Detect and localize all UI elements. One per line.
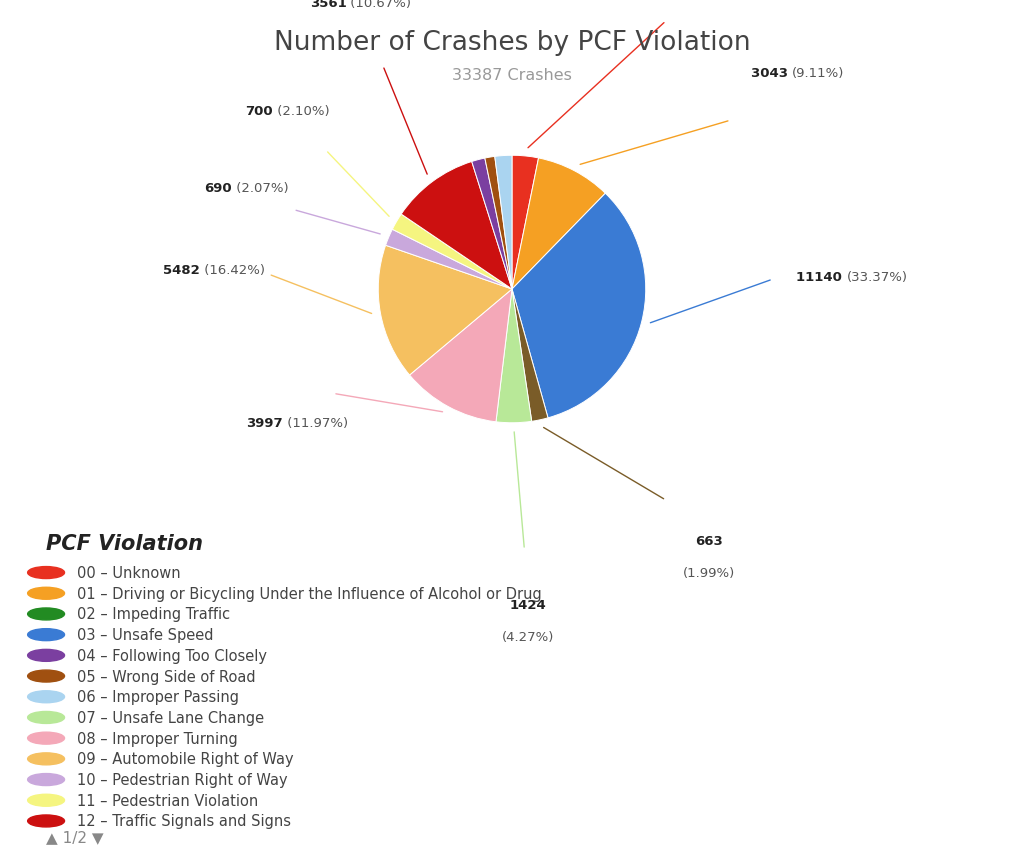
Text: (16.42%): (16.42%) <box>200 264 265 277</box>
Circle shape <box>28 753 65 765</box>
Text: (2.10%): (2.10%) <box>273 105 330 118</box>
Circle shape <box>28 649 65 661</box>
Circle shape <box>28 567 65 579</box>
Wedge shape <box>512 194 646 418</box>
Wedge shape <box>512 156 539 290</box>
Text: 09 – Automobile Right of Way: 09 – Automobile Right of Way <box>77 751 294 767</box>
Circle shape <box>28 711 65 723</box>
Text: 5482: 5482 <box>163 264 200 277</box>
Text: 06 – Improper Passing: 06 – Improper Passing <box>77 689 239 705</box>
Circle shape <box>28 671 65 682</box>
Wedge shape <box>495 156 512 290</box>
Wedge shape <box>378 246 512 376</box>
Text: 02 – Impeding Traffic: 02 – Impeding Traffic <box>77 607 230 622</box>
Text: 690: 690 <box>204 181 231 194</box>
Text: (2.07%): (2.07%) <box>231 181 289 194</box>
Text: (11.97%): (11.97%) <box>283 417 348 429</box>
Wedge shape <box>392 215 512 290</box>
Text: 33387 Crashes: 33387 Crashes <box>452 68 572 83</box>
Text: 01 – Driving or Bicycling Under the Influence of Alcohol or Drug: 01 – Driving or Bicycling Under the Infl… <box>77 586 542 601</box>
Wedge shape <box>496 290 531 423</box>
Text: 3043: 3043 <box>751 67 793 80</box>
Circle shape <box>28 608 65 620</box>
Text: 3561: 3561 <box>309 0 346 10</box>
Text: 08 – Improper Turning: 08 – Improper Turning <box>77 731 238 746</box>
Text: 3997: 3997 <box>246 417 283 429</box>
Wedge shape <box>484 158 512 290</box>
Circle shape <box>28 629 65 641</box>
Text: PCF Violation: PCF Violation <box>46 533 203 553</box>
Text: 04 – Following Too Closely: 04 – Following Too Closely <box>77 648 267 663</box>
Wedge shape <box>472 158 512 290</box>
Text: 03 – Unsafe Speed: 03 – Unsafe Speed <box>77 627 213 642</box>
Text: (9.11%): (9.11%) <box>793 67 845 80</box>
Text: (1.99%): (1.99%) <box>683 567 735 579</box>
Wedge shape <box>512 290 548 422</box>
Text: (10.67%): (10.67%) <box>346 0 412 10</box>
Circle shape <box>28 794 65 806</box>
Text: Number of Crashes by PCF Violation: Number of Crashes by PCF Violation <box>273 30 751 55</box>
Wedge shape <box>410 290 512 423</box>
Text: (4.27%): (4.27%) <box>502 630 554 643</box>
Text: 11 – Pedestrian Violation: 11 – Pedestrian Violation <box>77 793 258 808</box>
Text: 00 – Unknown: 00 – Unknown <box>77 566 180 580</box>
Text: 11140: 11140 <box>796 270 847 284</box>
Wedge shape <box>512 158 605 290</box>
Text: ▲ 1/2 ▼: ▲ 1/2 ▼ <box>46 829 103 843</box>
Text: 700: 700 <box>246 105 273 118</box>
Wedge shape <box>401 162 512 290</box>
Text: 10 – Pedestrian Right of Way: 10 – Pedestrian Right of Way <box>77 772 288 787</box>
Wedge shape <box>386 230 512 290</box>
Circle shape <box>28 815 65 827</box>
Text: 12 – Traffic Signals and Signs: 12 – Traffic Signals and Signs <box>77 814 291 828</box>
Text: (33.37%): (33.37%) <box>847 270 907 284</box>
Circle shape <box>28 691 65 703</box>
Circle shape <box>28 588 65 600</box>
Circle shape <box>28 733 65 745</box>
Circle shape <box>28 774 65 786</box>
Text: 05 – Wrong Side of Road: 05 – Wrong Side of Road <box>77 669 255 684</box>
Text: 1424: 1424 <box>510 598 546 611</box>
Text: 07 – Unsafe Lane Change: 07 – Unsafe Lane Change <box>77 710 264 725</box>
Text: 663: 663 <box>695 534 723 547</box>
